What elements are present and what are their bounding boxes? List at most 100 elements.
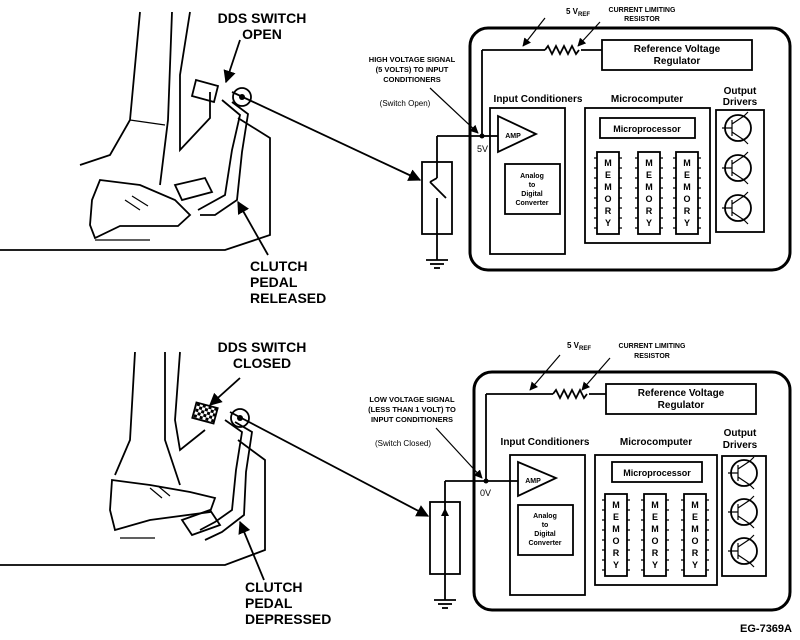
input-conditioners-block bbox=[489, 107, 566, 255]
pedal-pivot bbox=[232, 87, 252, 107]
svg-text:E: E bbox=[646, 170, 652, 180]
adc-block bbox=[517, 504, 574, 556]
output-drivers-label-1: Output bbox=[724, 428, 757, 439]
regulator-label-1: Reference Voltage bbox=[638, 388, 725, 399]
pedal-pivot bbox=[230, 408, 250, 428]
svg-text:O: O bbox=[651, 536, 658, 546]
resistor-label-2: RESISTOR bbox=[634, 353, 670, 360]
adc-label-2: to bbox=[529, 182, 536, 189]
adc-label-4: Converter bbox=[515, 200, 548, 207]
signal-label-3: INPUT CONDITIONERS bbox=[371, 415, 453, 424]
svg-text:M: M bbox=[612, 524, 620, 534]
svg-text:R: R bbox=[652, 548, 659, 558]
microprocessor-block bbox=[611, 461, 703, 483]
resistor-label-1: CURRENT LIMITING bbox=[609, 7, 676, 14]
memory-chips bbox=[602, 493, 709, 577]
ecm-module bbox=[468, 17, 792, 272]
svg-text:Y: Y bbox=[605, 218, 611, 228]
reference-voltage-regulator bbox=[605, 383, 757, 415]
signal-label-1: LOW VOLTAGE SIGNAL bbox=[369, 395, 455, 404]
svg-text:E: E bbox=[684, 170, 690, 180]
memory-labels: M E M O R Y M E M O R Y M E M O R Y bbox=[604, 158, 691, 228]
transistor-icons bbox=[728, 456, 758, 568]
switch-schematic-open bbox=[421, 133, 485, 269]
microcomputer-block bbox=[584, 107, 711, 244]
signal-label-2: (LESS THAN 1 VOLT) TO bbox=[368, 405, 456, 414]
signal-label-1: HIGH VOLTAGE SIGNAL bbox=[369, 55, 456, 64]
switch-title: DDS SWITCH bbox=[218, 10, 307, 26]
svg-text:M: M bbox=[691, 500, 699, 510]
dds-switch-closed bbox=[191, 401, 219, 425]
pedal-illustration bbox=[0, 351, 430, 581]
microprocessor-label: Microprocessor bbox=[623, 468, 691, 478]
pedal-label-2: PEDAL bbox=[245, 595, 293, 611]
adc-label-3: Digital bbox=[521, 191, 542, 198]
svg-text:E: E bbox=[692, 512, 698, 522]
amp-symbol bbox=[497, 114, 539, 154]
memory-labels: M E M O R Y M E M O R Y M E M O R Y bbox=[612, 500, 699, 570]
adc-label-1: Analog bbox=[533, 513, 557, 520]
input-conditioners-label: Input Conditioners bbox=[501, 437, 590, 448]
output-drivers-block bbox=[721, 455, 767, 577]
signal-label-2: (5 VOLTS) TO INPUT bbox=[376, 65, 449, 74]
pedal-label-3: RELEASED bbox=[250, 290, 326, 306]
pedal-pad bbox=[173, 176, 214, 202]
svg-text:M: M bbox=[691, 524, 699, 534]
svg-text:M: M bbox=[604, 182, 612, 192]
amp-label: AMP bbox=[505, 133, 521, 140]
amp-label: AMP bbox=[525, 478, 541, 485]
ecm-module bbox=[472, 354, 792, 612]
svg-text:O: O bbox=[683, 194, 690, 204]
svg-text:Y: Y bbox=[613, 560, 619, 570]
vref-label: 5 VREF bbox=[567, 341, 591, 352]
svg-text:O: O bbox=[645, 194, 652, 204]
adc-label-3: Digital bbox=[534, 531, 555, 538]
svg-text:E: E bbox=[652, 512, 658, 522]
current-limiting-resistor bbox=[544, 43, 580, 57]
adc-label-2: to bbox=[542, 522, 549, 529]
transistor-icons bbox=[722, 111, 752, 225]
svg-text:E: E bbox=[613, 512, 619, 522]
input-conditioners-block bbox=[509, 454, 586, 596]
switch-schematic-closed bbox=[429, 478, 489, 609]
svg-text:M: M bbox=[651, 524, 659, 534]
svg-text:O: O bbox=[691, 536, 698, 546]
svg-text:R: R bbox=[605, 206, 612, 216]
switch-state-label: (Switch Open) bbox=[380, 99, 431, 108]
output-drivers-block bbox=[715, 109, 765, 233]
adc-block bbox=[504, 163, 561, 215]
node-voltage: 5V bbox=[477, 144, 488, 154]
svg-text:R: R bbox=[646, 206, 653, 216]
output-drivers-label-2: Drivers bbox=[723, 97, 758, 108]
svg-text:O: O bbox=[612, 536, 619, 546]
reference-voltage-regulator bbox=[601, 39, 753, 71]
svg-text:R: R bbox=[692, 548, 699, 558]
switch-title: DDS SWITCH bbox=[218, 339, 307, 355]
svg-text:O: O bbox=[604, 194, 611, 204]
svg-text:Y: Y bbox=[652, 560, 658, 570]
input-conditioners-label: Input Conditioners bbox=[494, 94, 583, 105]
svg-text:M: M bbox=[651, 500, 659, 510]
microcomputer-label: Microcomputer bbox=[620, 437, 692, 448]
svg-text:Y: Y bbox=[646, 218, 652, 228]
svg-text:M: M bbox=[645, 182, 653, 192]
microcomputer-block bbox=[594, 454, 718, 586]
panel-switch-open: DDS SWITCH OPEN CLUTCH PEDAL RELEASED HI… bbox=[0, 7, 792, 306]
svg-text:M: M bbox=[612, 500, 620, 510]
svg-text:R: R bbox=[684, 206, 691, 216]
switch-state-title: CLOSED bbox=[233, 355, 291, 371]
adc-label-1: Analog bbox=[520, 173, 544, 180]
svg-text:M: M bbox=[683, 182, 691, 192]
diagram-id: EG-7369A bbox=[740, 623, 792, 635]
microprocessor-block bbox=[599, 117, 696, 139]
regulator-label-2: Regulator bbox=[654, 56, 701, 67]
microcomputer-label: Microcomputer bbox=[611, 94, 683, 105]
node-voltage: 0V bbox=[480, 488, 491, 498]
svg-text:Y: Y bbox=[684, 218, 690, 228]
svg-text:M: M bbox=[645, 158, 653, 168]
resistor-label-1: CURRENT LIMITING bbox=[619, 343, 686, 350]
vref-label: 5 VREF bbox=[566, 7, 590, 18]
output-drivers-label-1: Output bbox=[724, 86, 757, 97]
svg-text:E: E bbox=[605, 170, 611, 180]
